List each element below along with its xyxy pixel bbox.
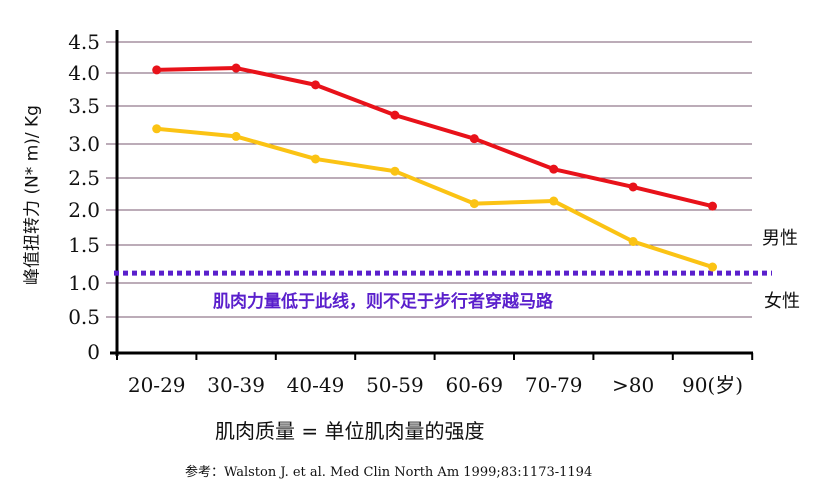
data-point-male bbox=[469, 134, 479, 144]
y-tick-label: 1.0 bbox=[68, 271, 100, 295]
data-point-female bbox=[549, 196, 559, 206]
x-tick-label: >80 bbox=[612, 373, 654, 397]
y-tick-label: 2.5 bbox=[68, 166, 100, 190]
data-point-male bbox=[549, 164, 559, 174]
data-point-female bbox=[152, 124, 162, 134]
data-point-male bbox=[152, 65, 162, 75]
x-axis-label: 肌肉质量 = 单位肌肉量的强度 bbox=[215, 419, 485, 443]
x-tick-label: 30-39 bbox=[207, 373, 265, 397]
data-point-female bbox=[708, 262, 717, 272]
data-point-female bbox=[628, 237, 638, 246]
data-point-male bbox=[628, 182, 638, 192]
series-line-male bbox=[156, 66, 713, 209]
x-tick-label: 20-29 bbox=[128, 373, 186, 397]
legend-female: 女性 bbox=[764, 291, 800, 312]
y-tick-label: 1.5 bbox=[68, 233, 100, 257]
reference: 参考：Walston J. et al. Med Clin North Am 1… bbox=[185, 465, 593, 480]
x-tick-label: 50-59 bbox=[366, 373, 424, 397]
y-tick-label: 0 bbox=[87, 340, 100, 364]
threshold-label: 肌肉力量低于此线，则不足于步行者穿越马路 bbox=[213, 292, 553, 312]
data-point-female bbox=[390, 166, 400, 176]
y-tick-label: 4.5 bbox=[68, 30, 100, 54]
data-point-male bbox=[390, 110, 400, 120]
x-tick-label: 70-79 bbox=[525, 373, 583, 397]
y-tick-label: 0.5 bbox=[68, 305, 100, 329]
x-tick-label: 40-49 bbox=[287, 373, 345, 397]
data-point-female bbox=[231, 131, 241, 141]
y-tick-label: 4.0 bbox=[68, 61, 100, 85]
y-tick-label: 3.0 bbox=[68, 132, 100, 156]
data-point-male bbox=[708, 201, 717, 211]
y-tick-label: 3.5 bbox=[68, 94, 100, 118]
y-axis-label: 峰值扭转力 (N* m)/ Kg bbox=[22, 105, 43, 285]
x-tick-label: 60-69 bbox=[445, 373, 503, 397]
data-point-male bbox=[231, 63, 241, 73]
x-tick-label: 90(岁) bbox=[682, 373, 743, 397]
y-tick-label: 2.0 bbox=[68, 198, 100, 222]
series-line-female bbox=[156, 126, 714, 269]
data-point-female bbox=[311, 154, 320, 164]
legend-male: 男性 bbox=[762, 228, 798, 249]
data-point-female bbox=[469, 199, 479, 209]
data-point-male bbox=[311, 80, 320, 90]
